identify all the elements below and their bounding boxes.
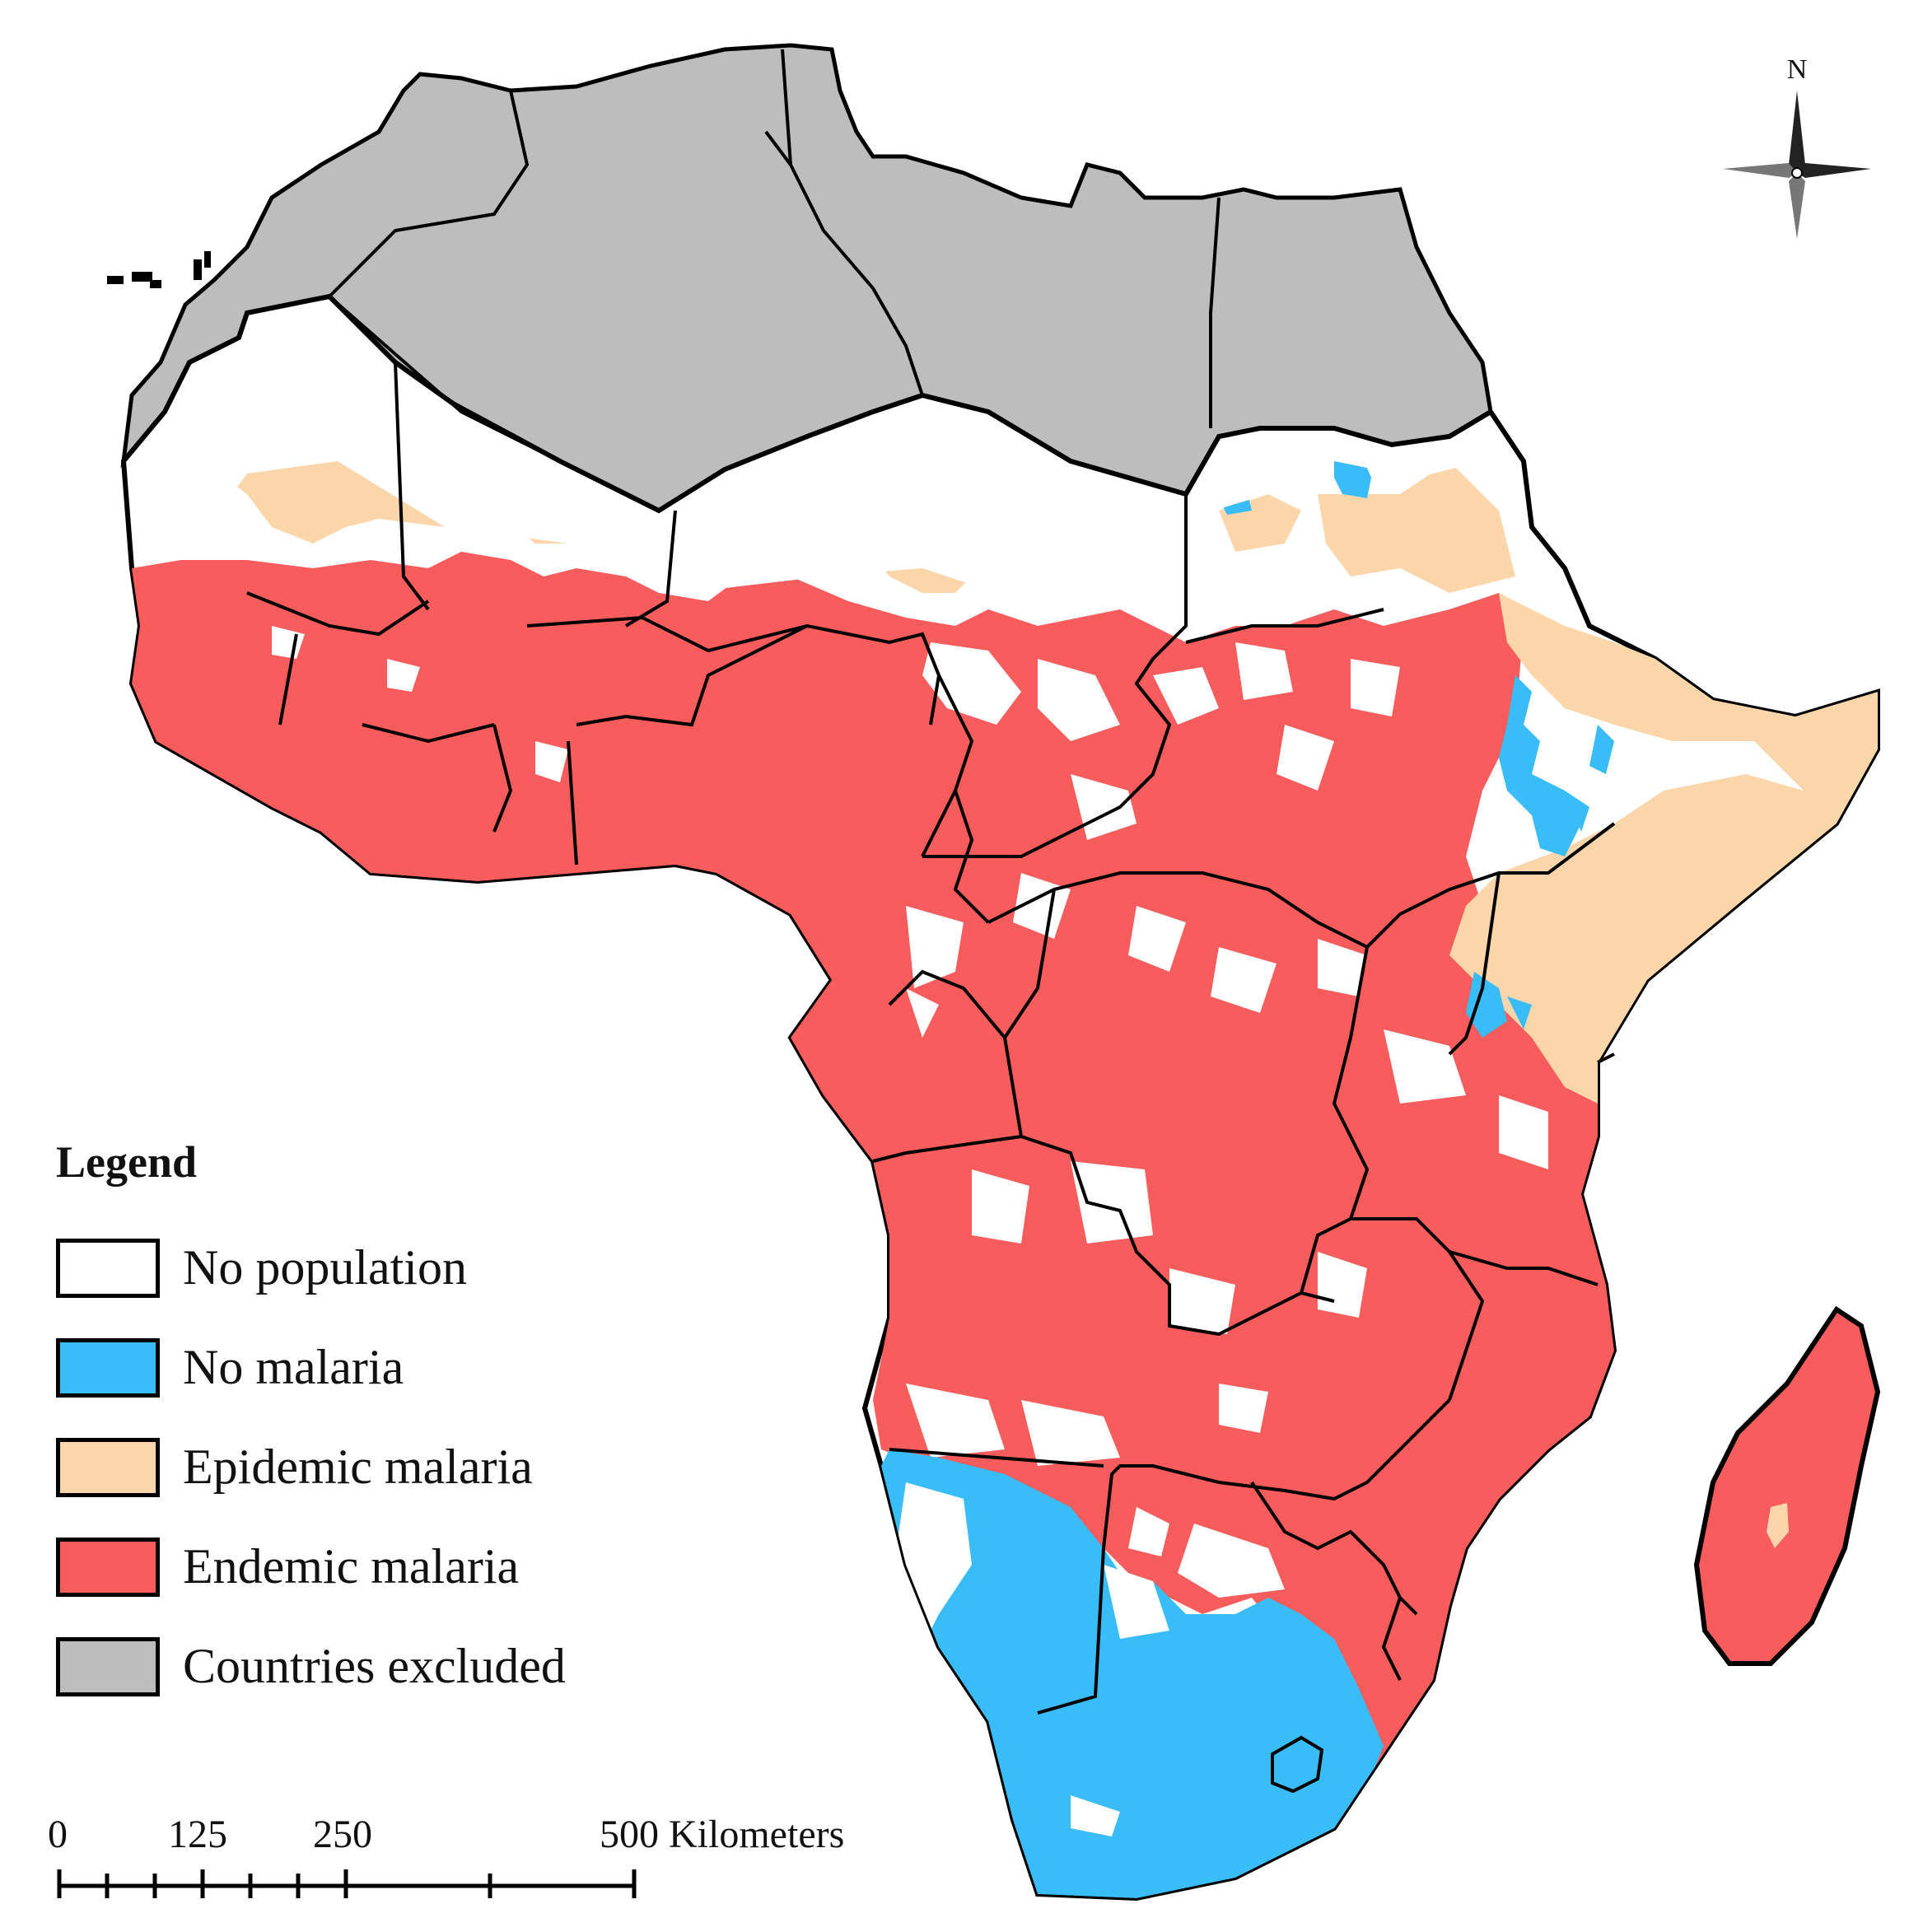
no-malaria-southern-africa: [881, 1449, 1384, 1898]
epidemic-horn-region: [1449, 593, 1878, 1104]
lesotho-border: [1271, 1735, 1324, 1794]
compass-rose-icon: [1723, 91, 1871, 239]
no-population-patches: [272, 626, 1548, 1466]
legend-swatch: [56, 1437, 160, 1497]
scale-bar: [57, 1869, 637, 1898]
legend-label: No malaria: [183, 1340, 404, 1394]
scale-tick-500: 500 Kilometers: [600, 1813, 845, 1856]
legend-item-no-population: No population: [56, 1220, 682, 1315]
legend-swatch: [56, 1537, 160, 1597]
legend-item-epidemic-malaria: Epidemic malaria: [56, 1420, 682, 1514]
canary-islands: [107, 251, 211, 288]
legend-label: No population: [183, 1240, 467, 1295]
legend-swatch: [56, 1636, 160, 1696]
legend: Legend No population No malaria Epidemic…: [56, 1136, 682, 1719]
legend-item-countries-excluded: Countries excluded: [56, 1619, 682, 1714]
legend-label: Epidemic malaria: [183, 1440, 533, 1494]
madagascar-epidemic-patch: [1767, 1503, 1789, 1548]
legend-item-no-malaria: No malaria: [56, 1320, 682, 1415]
scale-tick-125: 125: [168, 1813, 227, 1856]
scale-tick-0: 0: [48, 1813, 68, 1856]
epidemic-sudan-patch: [1219, 461, 1515, 593]
scale-tick-250: 250: [313, 1813, 372, 1856]
legend-swatch: [56, 1238, 160, 1298]
epidemic-sahel-band: [132, 461, 972, 593]
legend-item-endemic-malaria: Endemic malaria: [56, 1519, 682, 1614]
legend-swatch: [56, 1337, 160, 1398]
legend-label: Endemic malaria: [183, 1539, 520, 1594]
north-label: N: [1787, 54, 1808, 85]
endemic-main-region: [132, 552, 1614, 1779]
no-malaria-ethiopia: [1499, 675, 1614, 856]
madagascar-island: [1693, 1305, 1881, 1666]
legend-title: Legend: [56, 1137, 198, 1187]
no-population-kalahari: [898, 1482, 1285, 1836]
country-borders: [246, 295, 1616, 1715]
legend-label: Countries excluded: [183, 1639, 566, 1693]
